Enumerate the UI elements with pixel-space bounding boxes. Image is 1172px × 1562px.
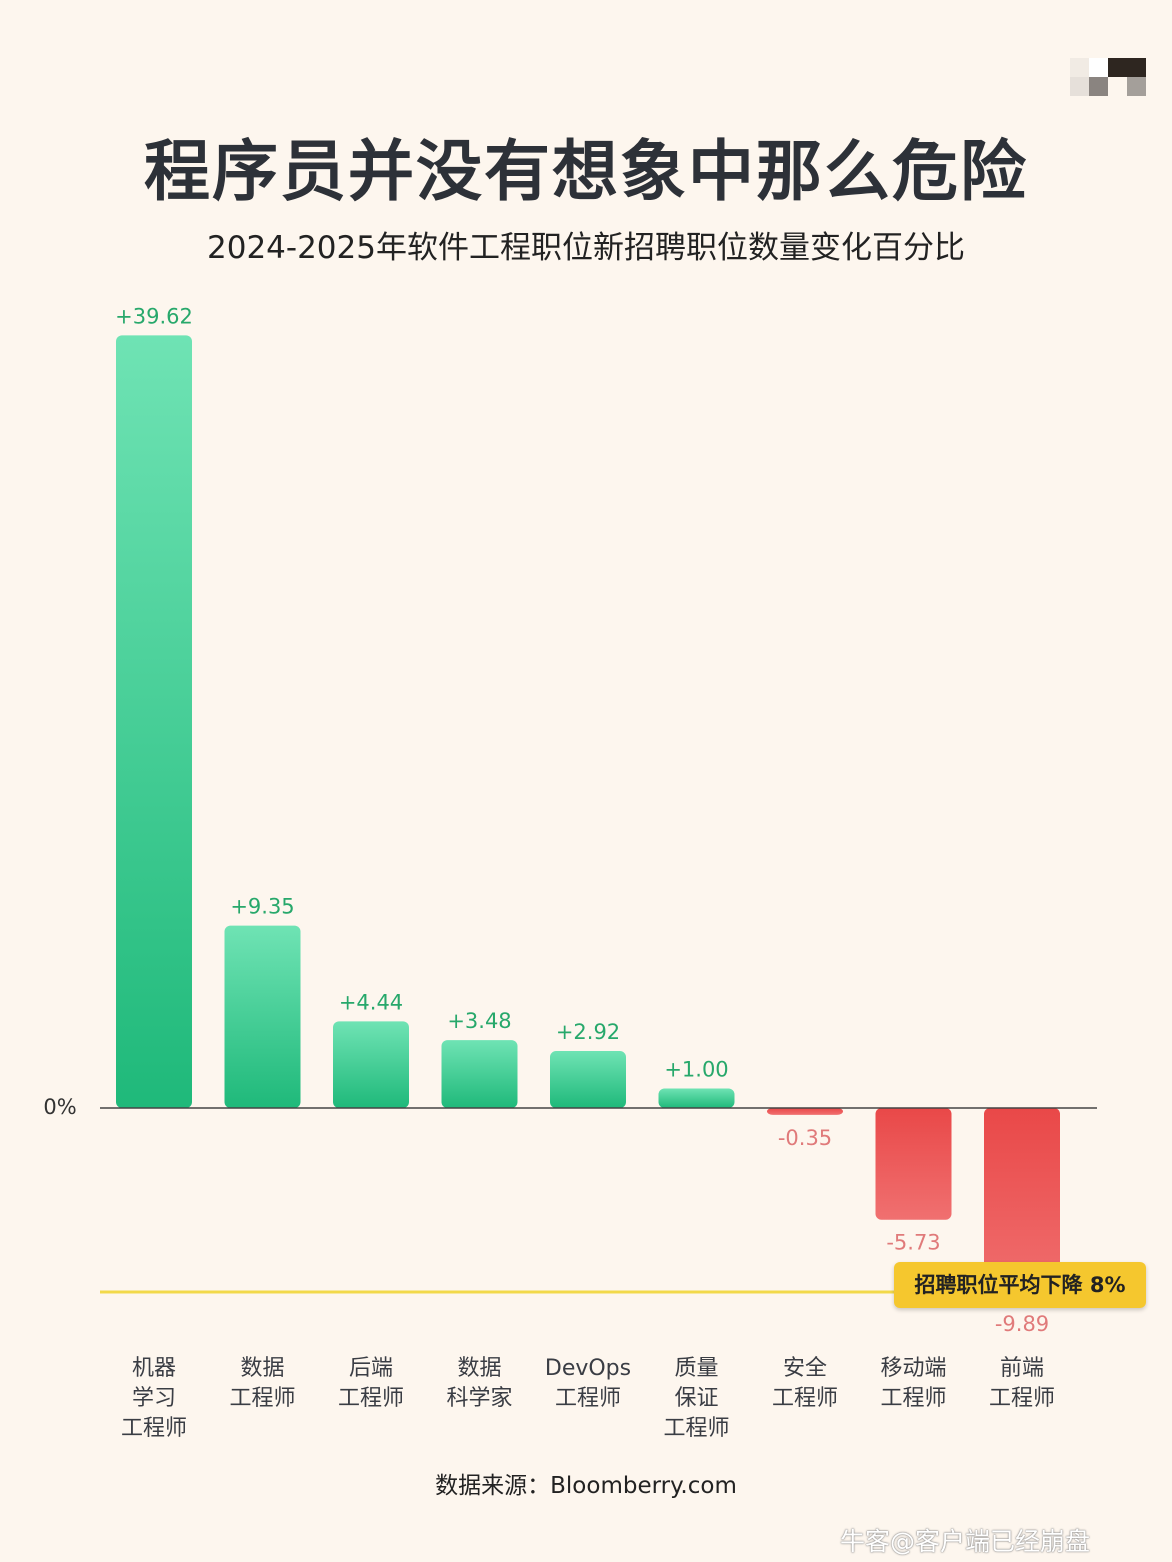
category-label: 质量 (674, 1356, 718, 1381)
category-label: 数据 (240, 1356, 284, 1381)
category-label: 后端 (349, 1356, 393, 1381)
page-title: 程序员并没有想象中那么危险 (144, 133, 1028, 210)
category-label: 安全 (783, 1356, 827, 1381)
bar (441, 1040, 518, 1108)
watermark: 牛客@客户端已经崩盘 (840, 1527, 1091, 1556)
bar (984, 1108, 1060, 1301)
data-label: +9.35 (230, 895, 294, 919)
category-label: 前端 (1000, 1356, 1044, 1381)
chart-subtitle: 2024-2025年软件工程职位新招聘职位数量变化百分比 (207, 230, 965, 266)
category-label: 工程师 (338, 1386, 404, 1411)
bar (333, 1021, 409, 1108)
bar (875, 1108, 952, 1220)
bar (116, 335, 192, 1108)
category-label: 学习 (132, 1386, 176, 1411)
category-label: 工程师 (772, 1386, 838, 1411)
data-label: -9.89 (995, 1312, 1049, 1336)
average-decline-badge: 招聘职位平均下降 8% (894, 1262, 1146, 1308)
data-label: +39.62 (115, 304, 193, 328)
data-source: 数据来源：Bloomberry.com (435, 1473, 737, 1499)
category-label: 工程师 (989, 1386, 1055, 1411)
category-label: 数据 (457, 1356, 501, 1381)
zero-tick-label: 0% (43, 1095, 76, 1119)
data-label: -5.73 (886, 1231, 940, 1255)
category-label: 科学家 (446, 1386, 512, 1411)
data-label: +1.00 (664, 1058, 728, 1082)
category-label: 工程师 (663, 1416, 729, 1441)
category-label: DevOps (545, 1356, 631, 1381)
category-label: 移动端 (880, 1356, 946, 1381)
bar (550, 1051, 626, 1108)
data-label: +3.48 (447, 1009, 511, 1033)
data-label: -0.35 (778, 1126, 832, 1150)
pixelated-logo (1070, 58, 1146, 98)
category-label: 工程师 (121, 1416, 187, 1441)
category-label: 工程师 (229, 1386, 295, 1411)
category-label: 工程师 (555, 1386, 621, 1411)
bar (658, 1088, 735, 1108)
category-label: 机器 (132, 1356, 176, 1381)
bar (767, 1108, 843, 1115)
category-label: 保证 (674, 1386, 718, 1411)
data-label: +2.92 (556, 1020, 620, 1044)
category-label: 工程师 (880, 1386, 946, 1411)
data-label: +4.44 (339, 990, 403, 1014)
bar (224, 925, 301, 1108)
